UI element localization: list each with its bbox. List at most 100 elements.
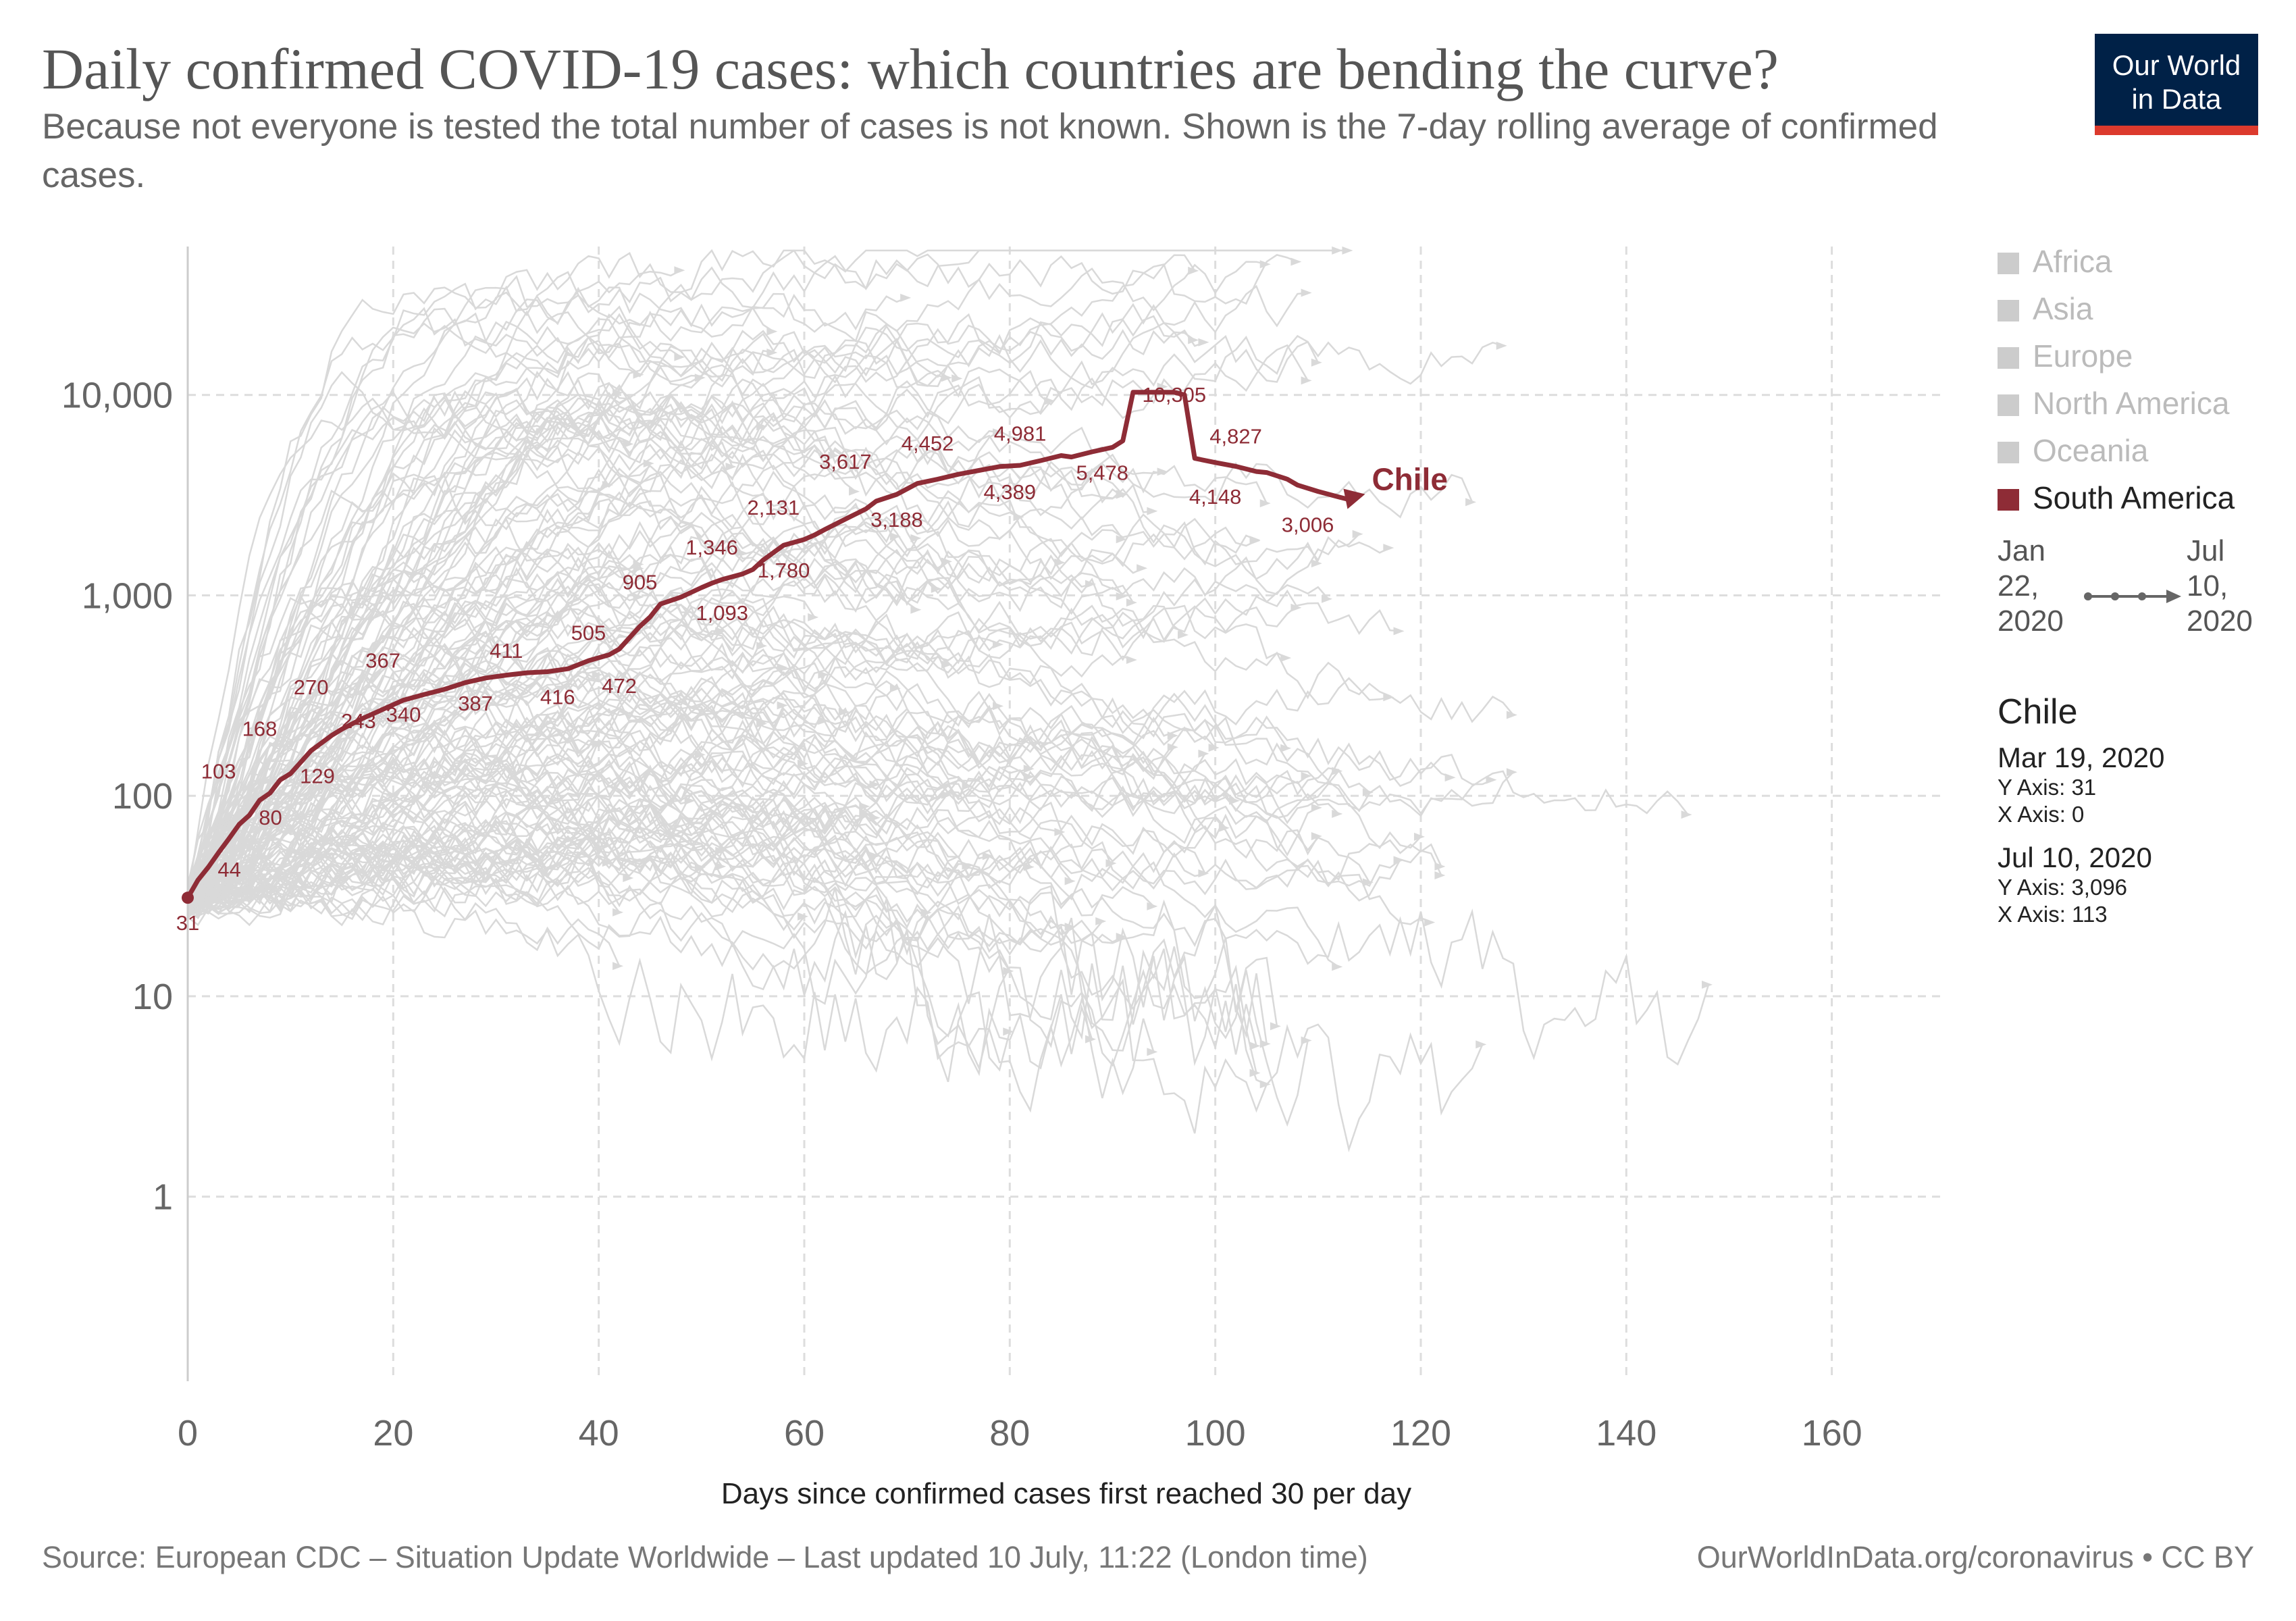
background-country-line — [187, 828, 1484, 1153]
background-line-arrow — [941, 557, 953, 566]
background-country-line — [187, 665, 1175, 916]
background-country-line — [186, 623, 1421, 906]
background-line-arrow — [1332, 246, 1343, 255]
background-line-arrow — [859, 809, 870, 818]
background-line-arrow — [1249, 536, 1261, 544]
background-line-arrow — [1259, 260, 1271, 269]
data-point-label: 1,346 — [685, 536, 738, 559]
background-line-arrow — [900, 293, 912, 302]
background-line-arrow — [920, 908, 932, 917]
background-country-line — [187, 453, 1134, 900]
data-point-label: 10,305 — [1142, 383, 1206, 407]
data-point-label: 44 — [217, 858, 240, 881]
chart-title: Daily confirmed COVID-19 cases: which co… — [42, 36, 1779, 101]
legend-swatch — [1998, 489, 2019, 511]
timeline-legend: Jan 22, 2020 Jul 10, 2020 — [1998, 534, 2268, 669]
x-tick-label: 60 — [784, 1413, 825, 1453]
background-line-arrow — [1270, 1022, 1281, 1031]
background-country-line — [187, 567, 1329, 917]
background-line-arrow — [777, 701, 788, 710]
background-line-arrow — [1280, 744, 1292, 752]
data-point-label: 4,389 — [984, 480, 1037, 504]
background-line-arrow — [1290, 603, 1302, 612]
background-line-arrow — [1311, 803, 1322, 812]
logo-line-2: in Data — [2131, 83, 2222, 115]
background-country-line — [186, 249, 1339, 913]
background-country-lines — [186, 246, 1713, 1153]
background-line-arrow — [962, 781, 973, 790]
background-country-line — [187, 839, 1011, 1083]
info-country-name: Chile — [1998, 692, 2078, 731]
background-country-line — [187, 842, 1206, 927]
background-country-line — [187, 818, 1401, 915]
background-line-arrow — [849, 487, 860, 496]
background-country-line — [186, 700, 764, 901]
background-line-arrow — [1249, 1069, 1261, 1077]
chile-line[interactable] — [185, 390, 1350, 899]
background-line-arrow — [1332, 962, 1343, 971]
background-line-arrow — [1116, 592, 1127, 601]
background-country-line — [186, 303, 774, 887]
background-country-line — [186, 253, 1196, 906]
background-line-arrow — [1147, 902, 1158, 910]
background-line-arrow — [1311, 358, 1322, 367]
background-country-line — [186, 513, 1257, 913]
background-line-arrow — [797, 912, 808, 921]
background-line-arrow — [1332, 810, 1343, 819]
background-country-line — [186, 539, 1390, 908]
background-line-arrow — [602, 481, 613, 490]
x-tick-label: 160 — [1802, 1413, 1862, 1453]
y-tick-label: 1,000 — [82, 575, 173, 616]
background-line-arrow — [1434, 871, 1446, 879]
background-line-arrow — [1198, 749, 1209, 758]
chile-start-point[interactable] — [182, 892, 194, 904]
background-country-line — [187, 715, 702, 906]
background-line-arrow — [1413, 832, 1425, 841]
owid-logo[interactable]: Our World in Data — [2095, 34, 2258, 135]
x-axis-label: Days since confirmed cases first reached… — [721, 1477, 1411, 1510]
background-country-line — [187, 744, 1340, 920]
x-tick-label: 0 — [178, 1413, 198, 1453]
background-country-line — [187, 812, 1257, 1067]
logo-line-1: Our World — [2112, 49, 2241, 81]
background-country-line — [187, 635, 1319, 900]
background-country-line — [186, 364, 1124, 911]
background-line-arrow — [1003, 967, 1014, 975]
background-line-arrow — [1249, 1041, 1261, 1050]
background-line-arrow — [1218, 823, 1230, 832]
legend-swatch — [1998, 253, 2019, 274]
legend-label: South America — [2033, 480, 2235, 515]
legend-swatch — [1998, 394, 2019, 416]
background-country-line — [186, 342, 641, 911]
source-note[interactable]: Source: European CDC – Situation Update … — [42, 1540, 1368, 1574]
x-tick-label: 100 — [1185, 1413, 1246, 1453]
info-end-date: Jul 10, 2020 — [1998, 842, 2152, 873]
chile-series[interactable]: Chile 31 44 80 103 129 168 243 270 340 367 387 411 41… — [176, 383, 1448, 935]
data-point-label: 4,981 — [994, 422, 1047, 446]
data-point-label: 80 — [259, 806, 282, 829]
background-line-arrow — [1023, 773, 1035, 781]
background-line-arrow — [941, 790, 953, 799]
x-tick-label: 40 — [579, 1413, 619, 1453]
background-line-arrow — [1085, 580, 1097, 588]
background-country-line — [187, 254, 1298, 902]
x-tick-label: 120 — [1390, 1413, 1451, 1453]
background-line-arrow — [715, 627, 727, 636]
background-country-line — [186, 321, 1504, 905]
background-line-arrow — [1424, 918, 1436, 927]
background-country-line — [187, 681, 1206, 894]
background-country-line — [187, 644, 1370, 911]
background-line-arrow — [1054, 558, 1066, 567]
background-line-arrow — [1147, 1048, 1158, 1056]
license-note[interactable]: OurWorldInData.org/coronavirus • CC BY — [1696, 1540, 2254, 1574]
background-country-line — [187, 646, 1370, 915]
background-country-line — [186, 669, 1453, 892]
background-line-arrow — [1137, 564, 1148, 573]
background-line-arrow — [1116, 490, 1127, 498]
background-line-arrow — [818, 717, 829, 725]
data-point-label: 3,188 — [870, 508, 923, 532]
timeline-start-date: Jan 22, 2020 — [1998, 534, 2064, 638]
background-line-arrow — [808, 613, 819, 621]
background-line-arrow — [859, 802, 870, 810]
